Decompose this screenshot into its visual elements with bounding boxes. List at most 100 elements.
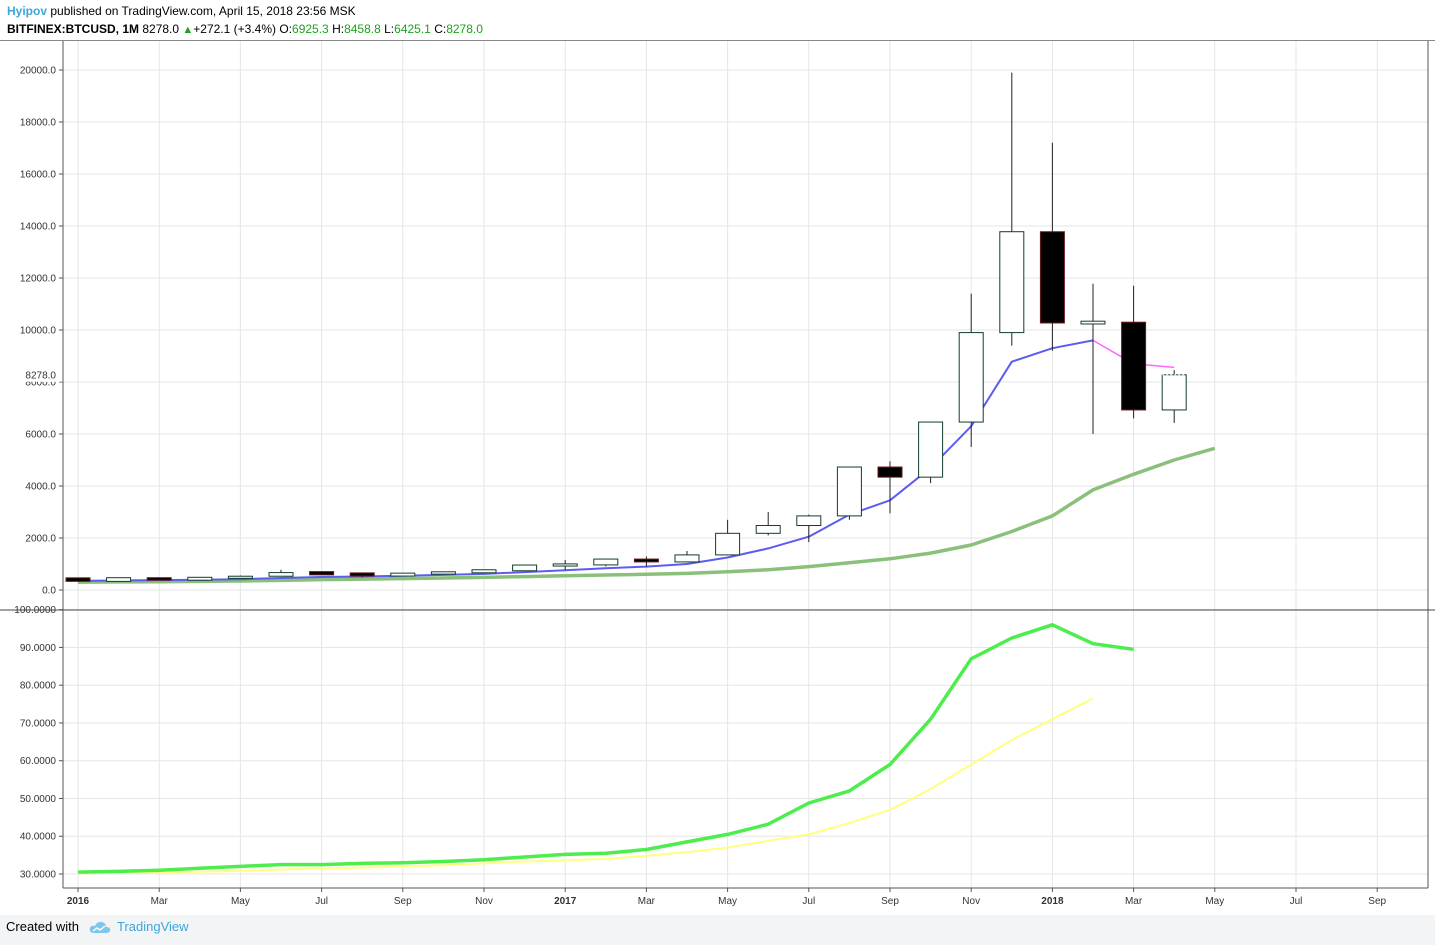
osc-y-tick-label: 90.0000 <box>20 643 57 654</box>
tradingview-cloud-icon <box>89 921 110 933</box>
candle <box>512 564 538 572</box>
symbol-legend: BITFINEX:BTCUSD, 1M 8278.0 ▲+272.1 (+3.4… <box>7 22 483 36</box>
candle <box>146 577 172 581</box>
candle-body-up <box>268 572 294 577</box>
candle <box>309 571 335 576</box>
candle-body-up <box>755 525 781 534</box>
ema-slow-polyline <box>77 446 1216 584</box>
candle <box>1080 283 1106 434</box>
author-link[interactable]: Hyipov <box>7 4 48 18</box>
oscillator-lines <box>77 623 1134 875</box>
candle-body-up <box>918 421 944 478</box>
x-tick-label: Jul <box>1290 896 1303 907</box>
up-arrow-icon: ▲ <box>182 24 194 36</box>
osc-y-tick-label: 30.0000 <box>20 870 57 881</box>
osc-y-tick-label: 50.0000 <box>20 794 57 805</box>
candle <box>918 421 944 484</box>
candle <box>836 466 862 520</box>
candle-body-up <box>512 564 538 572</box>
candle <box>106 577 132 582</box>
candle <box>755 512 781 536</box>
open-label: O: <box>279 22 293 36</box>
candle-body-up <box>999 231 1025 334</box>
y-tick-label: 0.0 <box>42 586 56 597</box>
close-value: 8278.0 <box>446 22 483 36</box>
symbol-label[interactable]: BITFINEX:BTCUSD, 1M <box>7 22 139 36</box>
candle-body-up <box>471 569 497 574</box>
candle <box>1121 285 1147 419</box>
x-tick-label: May <box>231 896 250 907</box>
candle-body-up <box>552 563 578 567</box>
last-price: 8278.0 <box>142 22 180 36</box>
tradingview-link[interactable]: TradingView <box>117 919 189 934</box>
x-tick-label: 2017 <box>554 896 577 907</box>
candle-body-up <box>390 572 416 577</box>
low-value: 6425.1 <box>394 22 431 36</box>
osc-y-tick-label: 60.0000 <box>20 756 57 767</box>
candle <box>227 575 253 579</box>
candle <box>430 571 456 575</box>
candle <box>958 293 984 447</box>
candle <box>1039 142 1065 351</box>
last-price-label: 8278.0 <box>25 370 56 381</box>
candle <box>349 572 375 578</box>
candle-body-up <box>227 575 253 579</box>
candle-body-up <box>674 554 700 563</box>
candle-body-down <box>877 466 903 478</box>
y-tick-label: 18000.0 <box>20 118 57 129</box>
x-tick-label: Nov <box>962 896 980 907</box>
chart-frame <box>0 40 1435 889</box>
candle <box>674 551 700 563</box>
osc-y-tick-label: 70.0000 <box>20 718 57 729</box>
chart-background <box>0 40 1435 915</box>
candle-body-down <box>1121 321 1147 411</box>
x-tick-label: Sep <box>881 896 899 907</box>
candle-body-down <box>1039 231 1065 324</box>
x-tick-label: 2016 <box>67 896 90 907</box>
candle-body-up <box>715 532 741 556</box>
x-tick-label: Nov <box>475 896 493 907</box>
candle-body-down <box>309 571 335 576</box>
y-tick-label: 10000.0 <box>20 326 57 337</box>
candle-body-down <box>633 558 659 563</box>
y-tick-label: 16000.0 <box>20 170 57 181</box>
x-tick-label: May <box>1205 896 1224 907</box>
close-label: C: <box>434 22 447 36</box>
x-tick-label: May <box>718 896 737 907</box>
created-with-text: Created with <box>6 919 79 934</box>
candle <box>390 572 416 577</box>
y-tick-label: 4000.0 <box>25 482 56 493</box>
candle-body-up <box>430 571 456 575</box>
price-change: +272.1 (+3.4%) <box>193 22 277 36</box>
candle <box>796 514 822 543</box>
osc-slow-polyline <box>77 697 1094 875</box>
osc-fast-polyline <box>77 623 1134 874</box>
x-tick-label: Mar <box>638 896 656 907</box>
x-tick-label: Sep <box>394 896 412 907</box>
y-tick-label: 2000.0 <box>25 534 56 545</box>
chart-canvas[interactable]: 0.0 2000.0 4000.0 6000.0 8000.0 10000.0 12000.… <box>0 40 1435 915</box>
x-tick-label: 2018 <box>1041 896 1064 907</box>
x-tick-label: Jul <box>315 896 328 907</box>
footer: Created with TradingView <box>6 919 189 934</box>
candle-body-up <box>106 577 132 582</box>
y-tick-label: 6000.0 <box>25 430 56 441</box>
candle <box>471 569 497 574</box>
osc-y-tick-label: 40.0000 <box>20 832 57 843</box>
candle-body-up <box>836 466 862 517</box>
ema-slow-line <box>77 446 1216 584</box>
publish-text: published on TradingView.com, April 15, … <box>50 4 356 18</box>
x-tick-label: Mar <box>1125 896 1143 907</box>
candle <box>187 576 213 581</box>
candles <box>65 72 1187 582</box>
candle <box>268 569 294 577</box>
candle-body-up <box>958 332 984 423</box>
publish-info: Hyipov published on TradingView.com, Apr… <box>7 4 356 18</box>
time-axis[interactable]: 2016 Mar May Jul Sep Nov 2017 Mar May Jul Sep Nov 20… <box>67 888 1387 907</box>
high-value: 8458.8 <box>344 22 381 36</box>
candle <box>877 461 903 514</box>
y-tick-label: 14000.0 <box>20 222 57 233</box>
candle-body-up <box>593 558 619 566</box>
candle <box>715 519 741 556</box>
price-axis[interactable]: 0.0 2000.0 4000.0 6000.0 8000.0 10000.0 12000.… <box>20 66 63 597</box>
